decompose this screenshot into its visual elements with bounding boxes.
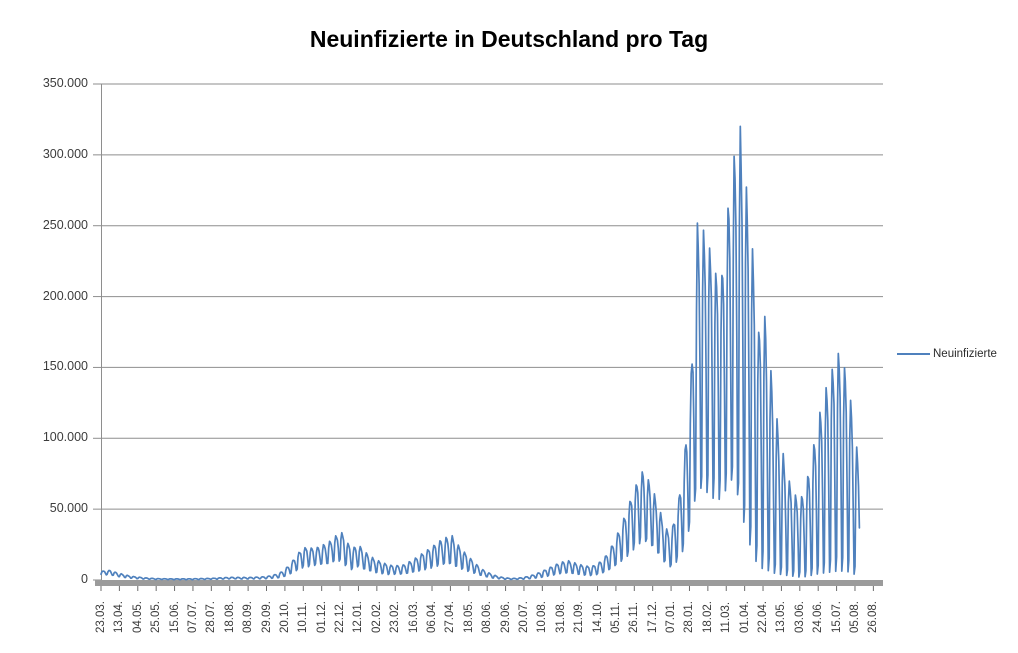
x-axis-tick-label: 10.08. [536,601,549,633]
x-axis-tick-label: 05.11. [609,601,622,633]
x-axis-tick-label: 29.09. [260,601,273,633]
x-axis-tick-label: 14.10. [591,601,604,633]
x-axis-tick-label: 07.07. [186,601,199,633]
y-axis-tick-label: 50.000 [49,501,88,516]
legend-label: Neuinfizierte [933,348,997,360]
series-line-neuinfizierte [100,125,861,581]
x-axis-tick-label: 17.12. [646,601,659,633]
x-axis-tick-label: 18.05. [462,601,475,633]
x-axis-tick-label: 15.07. [830,601,843,633]
x-axis-tick-label: 16.03. [407,601,420,633]
x-axis-tick-label: 20.07. [517,601,530,633]
legend-line-icon [897,353,930,355]
x-axis-tick-label: 29.06. [499,601,512,633]
x-axis-tick-label: 07.01. [665,601,678,633]
x-axis-tick-label: 31.08. [554,601,567,633]
x-axis-tick-label: 26.11. [628,601,641,633]
x-axis-tick-label: 22.04. [757,601,770,633]
x-axis-tick-label: 12.01. [352,601,365,633]
x-axis-tick-label: 08.09. [242,601,255,633]
x-axis-tick-label: 27.04. [444,601,457,633]
x-axis-tick-label: 23.02. [389,601,402,633]
x-axis-line [95,580,883,586]
x-axis-tick-label: 18.08. [223,601,236,633]
y-axis-tick-label: 350.000 [42,76,88,90]
x-axis-tick-label: 28.07. [205,601,218,633]
x-axis-tick-label: 08.06. [481,601,494,633]
legend: Neuinfizierte [897,348,997,360]
x-axis-tick-label: 15.06. [168,601,181,633]
x-axis-tick-label: 26.08. [867,601,880,633]
x-axis-tick-label: 01.12. [315,601,328,633]
x-axis-tick-label: 20.10. [278,601,291,633]
x-axis-tick-label: 04.05. [131,601,144,633]
x-axis-tick-label: 06.04. [426,601,438,633]
x-axis-tick-label: 05.08. [848,601,861,633]
y-axis-tick-label: 250.000 [42,217,88,232]
x-axis-tick-label: 28.01. [683,601,696,633]
x-axis-tick-label: 25.05. [150,601,163,633]
x-axis-tick-label: 22.12. [334,601,347,633]
x-axis-tick-label: 13.04. [113,601,126,633]
x-axis-tick-label: 02.02. [370,601,383,633]
x-axis-tick-label: 03.06. [793,601,806,633]
x-axis-tick-label: 13.05. [775,601,788,633]
chart-title: Neuinfizierte in Deutschland pro Tag [309,26,709,52]
y-axis-tick-label: 150.000 [42,359,88,374]
y-axis-tick-label: 200.000 [42,288,88,303]
x-axis-tick-label: 10.11. [297,601,310,633]
x-axis-tick-label: 11.03. [720,601,733,633]
x-axis-tick-label: 21.09. [573,601,586,633]
x-axis-tick-label: 18.02. [701,601,714,633]
y-axis-tick-label: 0 [81,572,88,586]
y-axis-tick-label: 300.000 [42,146,88,161]
x-axis-tick-label: 01.04. [738,601,751,633]
x-axis-tick-label: 24.06. [812,601,825,633]
x-axis-tick-label: 23.03. [95,601,107,633]
y-axis-tick-label: 100.000 [42,430,88,445]
